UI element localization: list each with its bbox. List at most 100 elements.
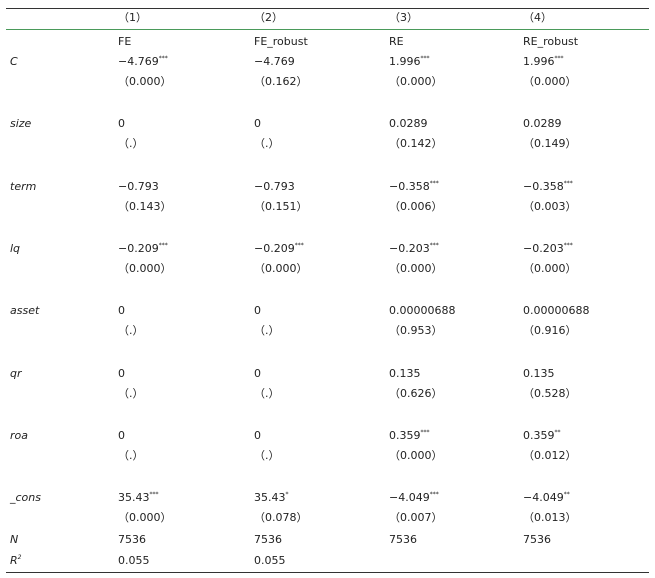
significance-stars: * — [285, 491, 289, 499]
coef-value: −0.203 — [389, 241, 430, 255]
coef-value: 35.43 — [254, 491, 286, 505]
variable-label: C — [10, 55, 18, 68]
p-value: （0.000） — [254, 261, 308, 275]
p-value: （0.000） — [389, 448, 443, 462]
stat-value: 7536 — [118, 533, 146, 546]
coefficient: 0 — [254, 367, 261, 381]
coef-value: −0.358 — [523, 179, 564, 193]
p-value: （0.000） — [389, 261, 443, 275]
coef-value: −4.769 — [254, 55, 295, 68]
coef-value: 0.0289 — [523, 117, 562, 131]
coefficient: 0 — [254, 304, 261, 318]
coefficient: 0 — [118, 304, 125, 318]
coefficient: 0 — [118, 367, 125, 381]
significance-stars: *** — [429, 241, 439, 249]
coef-value: 0.359 — [523, 428, 555, 442]
variable-label: roa — [10, 428, 28, 442]
coef-value: 0 — [118, 117, 125, 131]
coefficient: 0.135 — [523, 367, 555, 381]
coef-value: 1.996 — [523, 55, 555, 68]
coefficient: 0.359** — [523, 429, 561, 443]
coefficient: −4.049** — [523, 491, 570, 505]
coef-value: 0.359 — [389, 428, 421, 442]
coefficient: 0 — [254, 117, 261, 131]
coefficient: −0.793 — [118, 180, 159, 194]
column-number: （3） — [389, 11, 418, 24]
model-name: RE_robust — [523, 35, 579, 48]
significance-stars: *** — [420, 55, 430, 62]
column-number: （1） — [118, 11, 147, 24]
model-name: FE — [118, 35, 132, 48]
top-rule — [6, 8, 649, 9]
p-value: （0.013） — [523, 511, 577, 525]
model-name: RE — [389, 35, 404, 48]
coef-value: 0 — [254, 366, 261, 380]
p-value: （0.916） — [523, 324, 577, 338]
coef-value: −0.203 — [523, 241, 564, 255]
coef-value: −0.209 — [118, 241, 159, 255]
coefficient: −4.769*** — [118, 55, 168, 69]
p-value: （0.143） — [118, 199, 172, 213]
p-value: （.） — [254, 137, 280, 151]
p-value: （0.142） — [389, 137, 443, 151]
significance-stars: *** — [420, 428, 430, 436]
coef-value: 0.00000688 — [389, 304, 456, 318]
coefficient: 0.135 — [389, 367, 421, 381]
column-number: （4） — [523, 11, 552, 24]
coefficient: 0.00000688 — [523, 304, 589, 318]
p-value: （.） — [254, 386, 280, 400]
p-value: （0.078） — [254, 511, 308, 525]
coef-value: 0 — [254, 304, 261, 318]
coef-value: −0.358 — [389, 179, 430, 193]
p-value: （.） — [118, 324, 144, 338]
stat-value: 0.055 — [254, 554, 286, 567]
coefficient: 35.43*** — [118, 491, 159, 505]
coef-value: 0.00000688 — [523, 304, 590, 318]
p-value: （0.000） — [389, 75, 443, 88]
p-value: （0.626） — [389, 386, 443, 400]
p-value: （0.528） — [523, 386, 577, 400]
p-value: （0.006） — [389, 199, 443, 213]
coefficient: 1.996*** — [523, 55, 564, 69]
coef-value: 0 — [118, 428, 125, 442]
p-value: （0.953） — [389, 324, 443, 338]
coefficient: −4.769 — [254, 55, 295, 69]
model-name: FE_robust — [254, 35, 308, 48]
coefficient: −4.049*** — [389, 491, 439, 505]
significance-stars: *** — [158, 55, 168, 62]
variable-label: qr — [10, 366, 22, 380]
coefficient: 35.43* — [254, 491, 289, 505]
p-value: （0.162） — [254, 75, 308, 88]
stat-label: R2 — [10, 554, 21, 568]
coef-value: 0 — [254, 428, 261, 442]
coef-value: 35.43 — [118, 491, 150, 505]
stat-name: N — [10, 533, 19, 546]
variable-label: lq — [10, 241, 21, 255]
coefficient: −0.209*** — [118, 242, 168, 256]
coef-value: −0.793 — [118, 179, 159, 193]
significance-stars: *** — [429, 179, 439, 187]
coefficient: 0 — [254, 429, 261, 443]
variable-label: size — [10, 117, 32, 131]
p-value: （0.000） — [523, 75, 577, 88]
p-value: （0.000） — [118, 261, 172, 275]
coef-value: 0 — [118, 366, 125, 380]
significance-stars: *** — [158, 241, 168, 249]
p-value: （.） — [254, 448, 280, 462]
p-value: （0.000） — [118, 75, 172, 88]
significance-stars: *** — [294, 241, 304, 249]
significance-stars: *** — [429, 491, 439, 499]
stat-label: N — [10, 533, 18, 547]
p-value: （.） — [118, 386, 144, 400]
coef-value: −0.209 — [254, 241, 295, 255]
coefficient: −0.203*** — [389, 242, 439, 256]
p-value: （0.149） — [523, 137, 577, 151]
coef-value: 0.135 — [523, 366, 555, 380]
coefficient: 0 — [118, 117, 125, 131]
p-value: （0.000） — [118, 511, 172, 525]
coef-value: 0.0289 — [389, 117, 428, 131]
significance-stars: ** — [563, 491, 570, 499]
coefficient: −0.793 — [254, 180, 295, 194]
coef-value: −4.049 — [389, 491, 430, 505]
